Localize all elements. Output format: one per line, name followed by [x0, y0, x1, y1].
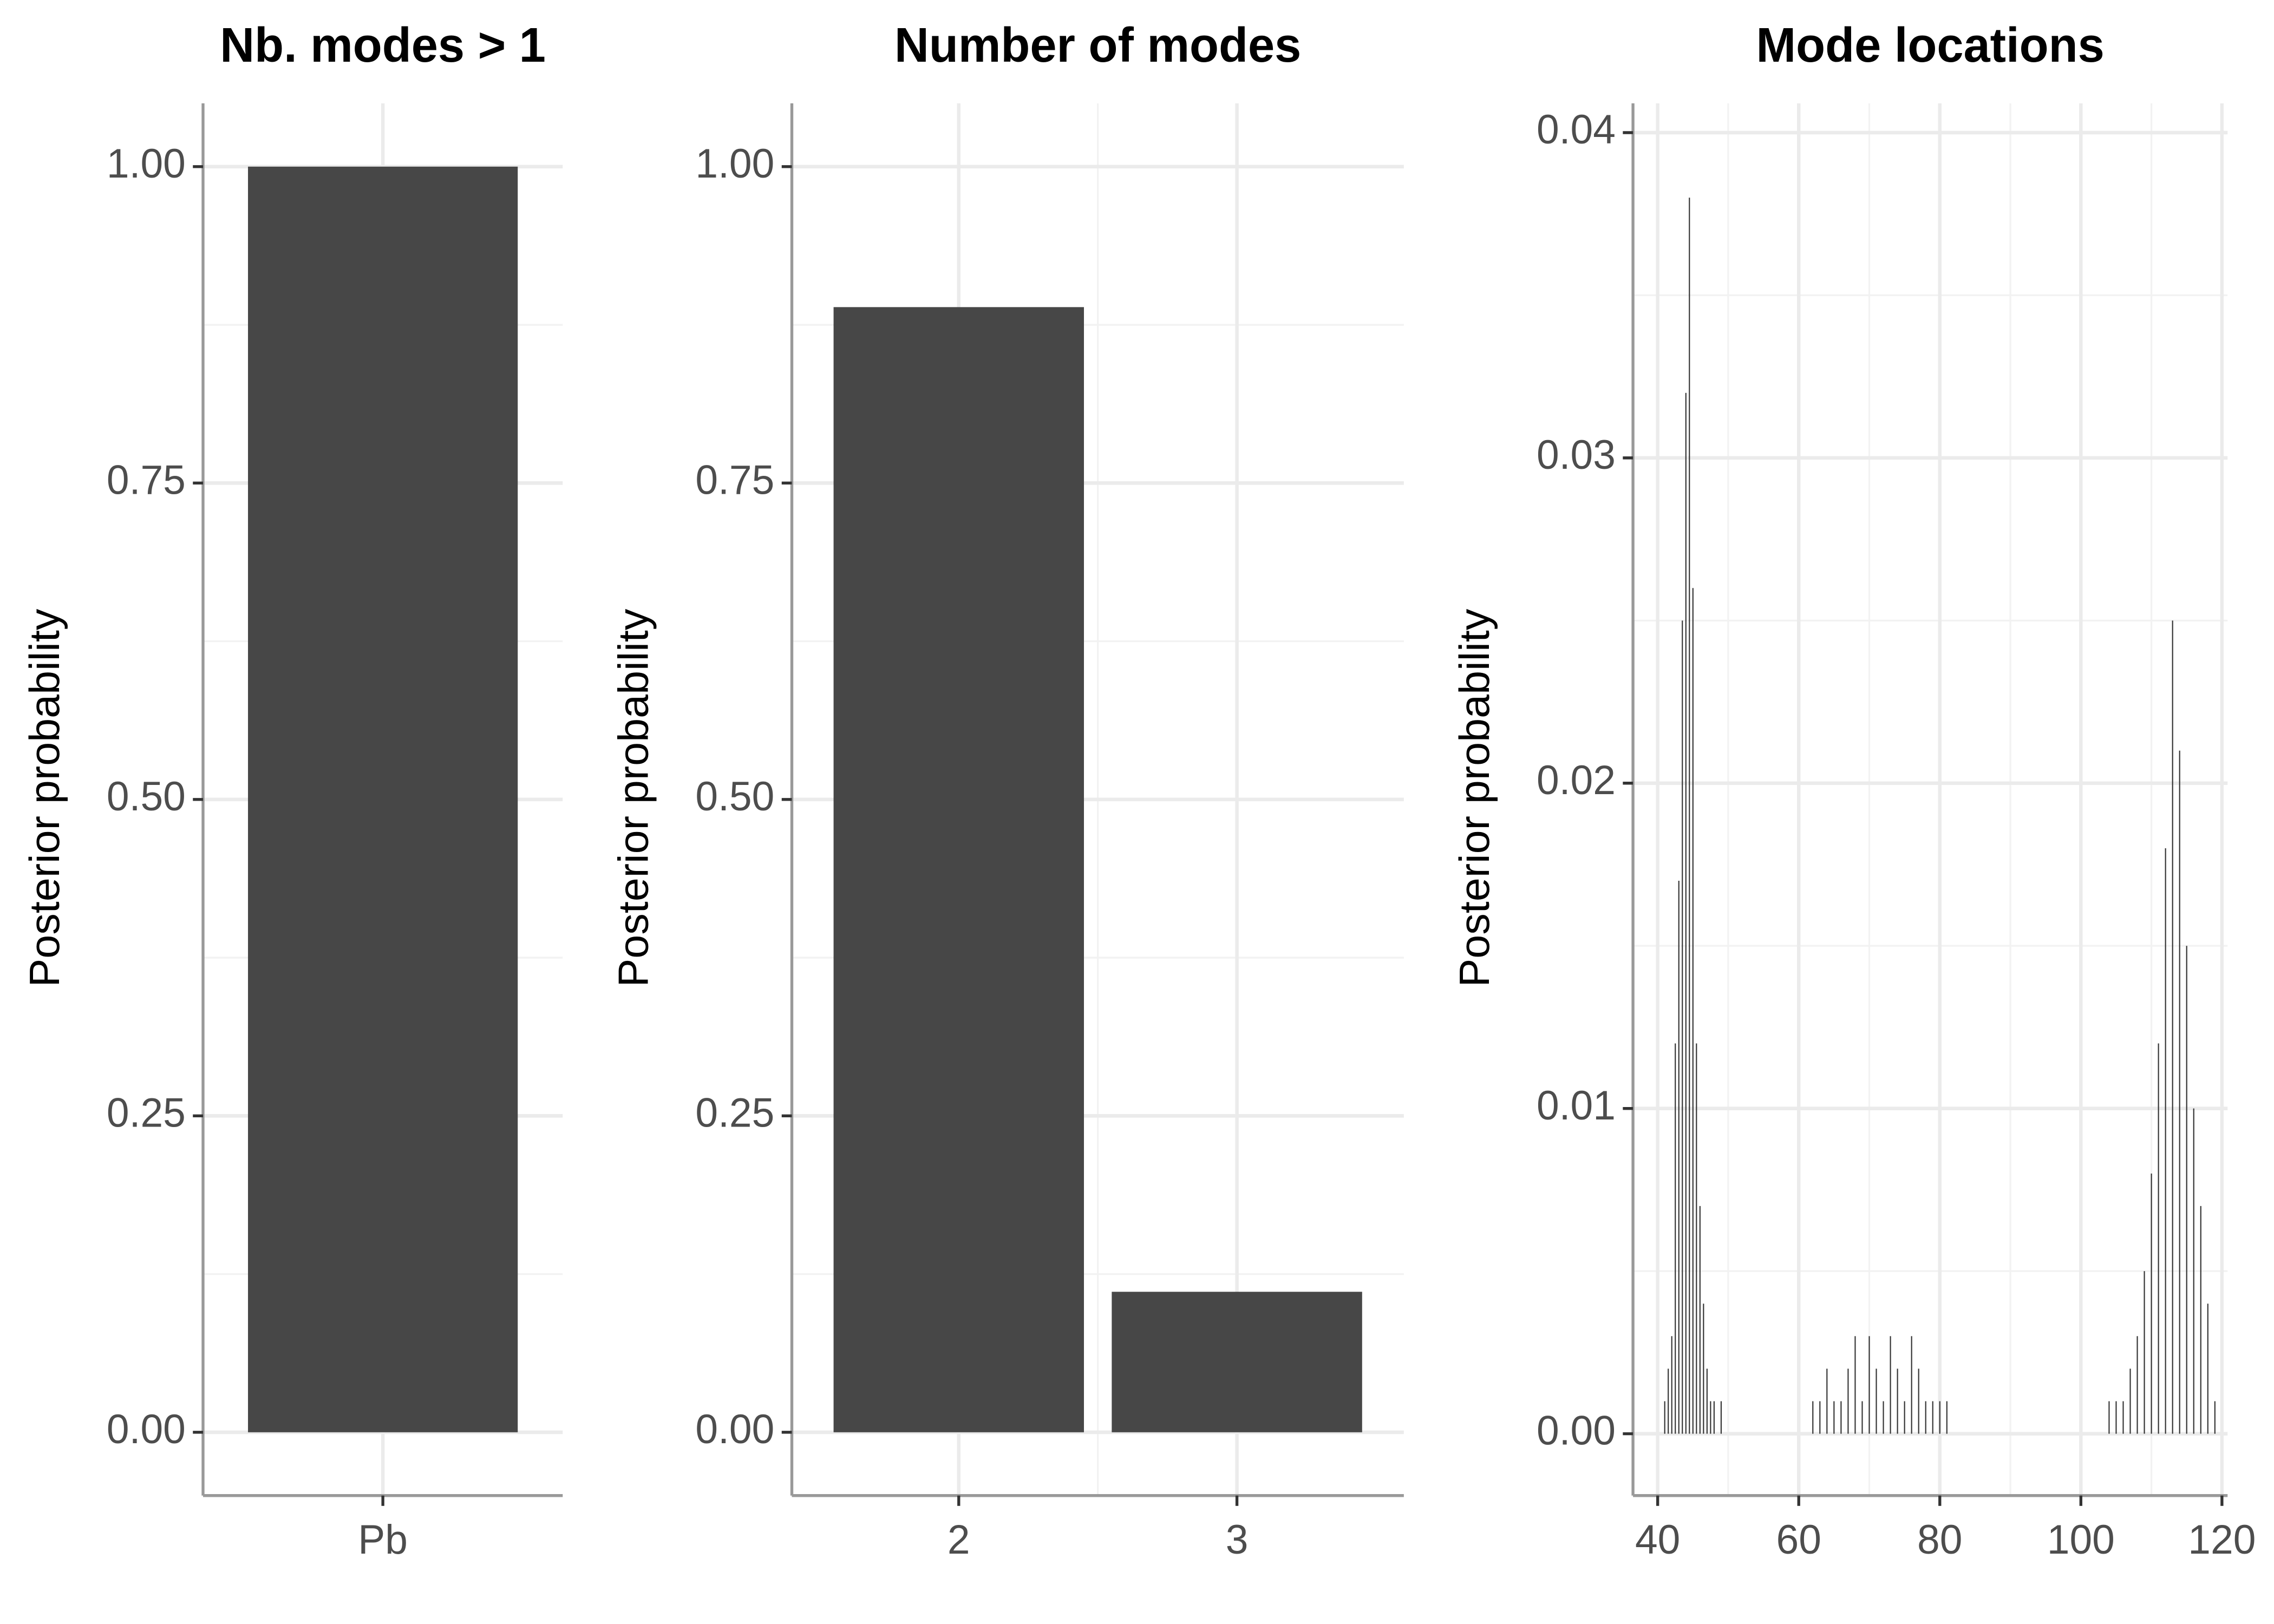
y-tick-label: 0.50 — [107, 773, 186, 820]
x-tick-label: Pb — [358, 1517, 408, 1563]
y-tick-label: 0.25 — [107, 1090, 186, 1136]
y-tick-label: 0.02 — [1537, 757, 1616, 803]
y-tick-label: 0.25 — [695, 1090, 774, 1136]
x-tick-label: 3 — [1226, 1517, 1249, 1563]
x-tick-label: 100 — [2047, 1517, 2115, 1563]
bar — [1112, 1292, 1362, 1432]
y-tick-label: 0.03 — [1537, 431, 1616, 478]
y-tick-label: 0.00 — [107, 1406, 186, 1452]
y-tick-label: 0.00 — [695, 1406, 774, 1452]
bar — [833, 307, 1084, 1432]
x-tick-label: 40 — [1635, 1517, 1680, 1563]
x-tick-label: 60 — [1776, 1517, 1821, 1563]
y-tick-label: 1.00 — [107, 140, 186, 187]
y-tick-label: 0.04 — [1537, 107, 1616, 153]
x-tick-label: 2 — [948, 1517, 970, 1563]
y-tick-label: 1.00 — [695, 140, 774, 187]
x-tick-label: 120 — [2188, 1517, 2256, 1563]
y-tick-label: 0.75 — [695, 457, 774, 503]
y-tick-label: 0.01 — [1537, 1082, 1616, 1129]
chart-title: Nb. modes > 1 — [220, 17, 546, 72]
y-axis-label: Posterior probability — [610, 608, 657, 987]
chart-title: Mode locations — [1756, 17, 2105, 72]
y-axis-label: Posterior probability — [21, 608, 68, 987]
y-tick-label: 0.00 — [1537, 1407, 1616, 1454]
y-tick-label: 0.75 — [107, 457, 186, 503]
y-tick-label: 0.50 — [695, 773, 774, 820]
x-tick-label: 80 — [1917, 1517, 1962, 1563]
chart-title: Number of modes — [894, 17, 1301, 72]
bar — [248, 166, 518, 1432]
y-axis-label: Posterior probability — [1451, 608, 1498, 987]
